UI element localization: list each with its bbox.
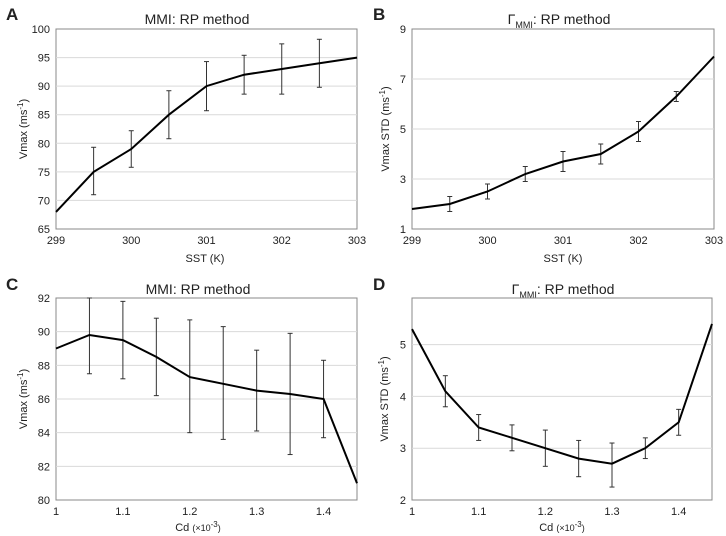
- panel-c-y-tick-label: 86: [38, 394, 50, 406]
- panel-b-y-tick-label: 3: [400, 174, 406, 186]
- panel-b-x-tick-label: 302: [629, 235, 647, 247]
- panel-b-x-tick-label: 299: [403, 235, 421, 247]
- panel-b-gridlines: [412, 78, 714, 180]
- panel-d-gridlines: [412, 344, 712, 449]
- panel-c-title: MMI: RP method: [146, 281, 251, 297]
- panel-a-series-line: [55, 56, 358, 213]
- panel-b-x-label: SST (K): [544, 253, 583, 265]
- panel-a-y-tick-label: 95: [38, 53, 50, 65]
- panel-c-x-tick-label: 1.4: [316, 506, 331, 518]
- panel-c-x-tick-label: 1.1: [115, 506, 130, 518]
- panel-d-series-line: [411, 323, 713, 465]
- panel-a-x-tick-label: 300: [122, 235, 140, 247]
- panel-a-x-tick-label: 303: [348, 235, 366, 247]
- panel-d-y-tick-label: 3: [400, 443, 406, 455]
- panel-c-y-tick-label: 84: [38, 428, 50, 440]
- panel-b-y-label: Vmax STD (ms-1): [378, 86, 392, 171]
- panel-d-y-label: Vmax STD (ms-1): [377, 356, 391, 441]
- panel-a-y-tick-label: 65: [38, 224, 50, 236]
- panel-b-x-ticks: 299 300 301 302 303: [403, 235, 723, 247]
- panel-c-y-tick-label: 90: [38, 327, 50, 339]
- panel-b-series-line: [411, 55, 715, 210]
- panel-a-y-tick-label: 100: [32, 24, 50, 36]
- panel-a-y-tick-label: 70: [38, 195, 50, 207]
- panel-b-y-tick-label: 7: [400, 74, 406, 86]
- panel-a-y-tick-label: 85: [38, 110, 50, 122]
- panel-d-y-tick-label: 2: [400, 495, 406, 507]
- panel-c-y-label: Vmax (ms-1): [16, 369, 30, 429]
- panel-c-y-tick-label: 92: [38, 293, 50, 305]
- panel-b-title: ΓMMI: RP method: [508, 11, 611, 30]
- panel-b-label: B: [373, 5, 385, 24]
- panel-c-x-tick-label: 1.3: [249, 506, 264, 518]
- panel-d-plot-area: [411, 297, 713, 501]
- panel-d: D ΓMMI: RP method 2 3 4 5 1 1.1 1.2 1.3 1.4 Cd …: [373, 275, 713, 534]
- panel-b-y-tick-label: 5: [400, 124, 406, 136]
- panel-c-x-ticks: 1 1.1 1.2 1.3 1.4: [53, 506, 331, 518]
- panel-d-title: ΓMMI: RP method: [512, 281, 615, 300]
- panel-c-gridlines: [56, 331, 357, 467]
- panel-a-plot-area: [55, 28, 358, 230]
- panel-d-y-tick-label: 5: [400, 340, 406, 352]
- panel-c-x-label: Cd (×10-3): [175, 520, 221, 534]
- panel-a-x-tick-label: 301: [197, 235, 215, 247]
- panel-a-x-label: SST (K): [186, 253, 225, 265]
- panel-d-x-tick-label: 1.3: [604, 506, 619, 518]
- panel-d-label: D: [373, 275, 385, 294]
- panel-b-y-tick-label: 9: [400, 24, 406, 36]
- panel-a-y-ticks: 65 70 75 80 85 90 95 100: [32, 24, 50, 236]
- panel-d-x-tick-label: 1: [409, 506, 415, 518]
- panel-d-x-tick-label: 1.1: [471, 506, 486, 518]
- panel-d-x-ticks: 1 1.1 1.2 1.3 1.4: [409, 506, 686, 518]
- panel-c-label: C: [6, 275, 18, 294]
- panel-c-y-ticks: 80 82 84 86 88 90 92: [38, 293, 50, 507]
- panel-a-y-label: Vmax (ms-1): [16, 99, 30, 159]
- panel-a-y-tick-label: 90: [38, 81, 50, 93]
- panel-c-x-tick-label: 1.2: [182, 506, 197, 518]
- panel-c-y-tick-label: 88: [38, 360, 50, 372]
- panel-a-x-ticks: 299 300 301 302 303: [47, 235, 366, 247]
- panel-a-x-tick-label: 299: [47, 235, 65, 247]
- panel-a-x-tick-label: 302: [273, 235, 291, 247]
- panel-b-x-tick-label: 303: [705, 235, 723, 247]
- panel-a-y-tick-label: 80: [38, 138, 50, 150]
- panel-d-y-ticks: 2 3 4 5: [400, 340, 406, 507]
- panel-d-x-tick-label: 1.2: [538, 506, 553, 518]
- panel-b-x-tick-label: 300: [478, 235, 496, 247]
- panel-c-series-line: [55, 333, 358, 484]
- panel-a: A MMI: RP method 65 70 75 80 85 90 95 100 299 30…: [6, 5, 366, 265]
- panel-d-x-label: Cd (×10-3): [539, 520, 585, 534]
- panel-c-y-tick-label: 82: [38, 461, 50, 473]
- panel-c-x-tick-label: 1: [53, 506, 59, 518]
- panel-b-x-tick-label: 301: [554, 235, 572, 247]
- panel-b-y-ticks: 1 3 5 7 9: [400, 24, 406, 236]
- panel-d-x-tick-label: 1.4: [671, 506, 686, 518]
- panel-a-title: MMI: RP method: [145, 11, 250, 27]
- panel-c-y-tick-label: 80: [38, 495, 50, 507]
- panel-a-y-tick-label: 75: [38, 167, 50, 179]
- panel-a-label: A: [6, 5, 18, 24]
- panel-d-y-tick-label: 4: [400, 391, 406, 403]
- panel-b-y-tick-label: 1: [400, 224, 406, 236]
- panel-d-error-bar: [609, 442, 615, 488]
